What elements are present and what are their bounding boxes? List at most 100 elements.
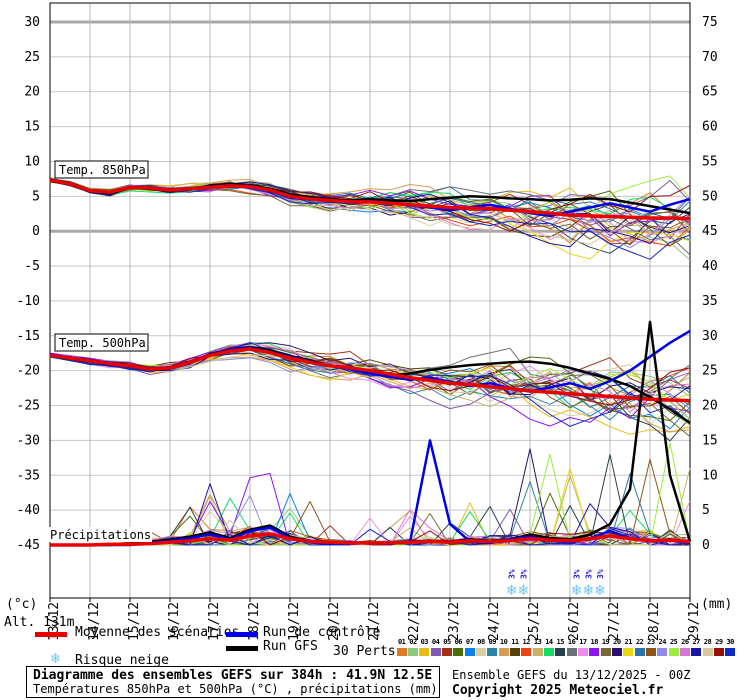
date-label: 15/12 xyxy=(127,602,142,641)
pert-number: 19 xyxy=(601,638,610,646)
snowflake-icon: ❄ xyxy=(51,649,61,667)
pert-legend-item: 07 xyxy=(464,638,475,656)
pert-color-swatch xyxy=(487,648,498,656)
left-tick-label: -40 xyxy=(17,503,40,518)
pert-color-swatch xyxy=(521,648,532,656)
copyright: Copyright 2025 Meteociel.fr xyxy=(452,683,664,698)
pert-number: 13 xyxy=(533,638,542,646)
pert-legend-item: 06 xyxy=(453,638,464,656)
perturbation-legend-row: 01 02 03 04 05 06 07 08 09 10 11 12 13 14 15 16 17 18 19 20… xyxy=(396,638,736,656)
run-info: Ensemble GEFS du 13/12/2025 - 00Z xyxy=(452,668,691,682)
pert-number: 14 xyxy=(545,638,553,646)
snowflake-marker-icon: ❄ xyxy=(582,583,594,599)
date-label: 25/12 xyxy=(527,602,542,641)
snow-risk-pct-label: 3% xyxy=(584,569,593,579)
snowflake-marker-icon: ❄ xyxy=(517,583,529,599)
pert-legend-item: 21 xyxy=(623,638,634,656)
pert-number: 24 xyxy=(658,638,666,646)
pert-color-swatch xyxy=(623,648,634,656)
left-tick-label: 0 xyxy=(32,224,40,239)
pert-color-swatch xyxy=(509,648,520,656)
left-tick-label: -25 xyxy=(17,399,40,414)
left-tick-label: -10 xyxy=(17,294,40,309)
mean-line-temp850 xyxy=(49,178,691,221)
pert-legend-item: 09 xyxy=(487,638,498,656)
pert-legend-item: 30 xyxy=(725,638,736,656)
pert-number: 05 xyxy=(443,638,451,646)
mean-line-swatch xyxy=(35,632,67,637)
pert-color-swatch xyxy=(657,648,668,656)
panel-label-box xyxy=(54,333,149,352)
pert-color-swatch xyxy=(555,648,566,656)
left-tick-label: -30 xyxy=(17,433,40,448)
right-tick-label: 35 xyxy=(702,294,718,309)
pert-legend-item: 15 xyxy=(555,638,566,656)
pert-number: 15 xyxy=(556,638,565,646)
pert-legend-item: 28 xyxy=(702,638,713,656)
date-label: 29/12 xyxy=(687,602,702,641)
pert-legend-item: 03 xyxy=(419,638,430,656)
left-axis-unit: (°c) xyxy=(6,597,38,612)
pert-legend-item: 05 xyxy=(441,638,452,656)
left-tick-label: 30 xyxy=(24,15,40,30)
left-tick-label: -5 xyxy=(24,259,40,274)
pert-color-swatch xyxy=(645,648,656,656)
pert-legend-item: 24 xyxy=(657,638,668,656)
right-tick-label: 5 xyxy=(702,503,710,518)
pert-color-swatch xyxy=(453,648,464,656)
pert-number: 20 xyxy=(613,638,621,646)
pert-legend-item: 23 xyxy=(645,638,656,656)
pert-number: 23 xyxy=(647,638,655,646)
date-label: 23/12 xyxy=(447,602,462,641)
right-tick-label: 20 xyxy=(702,399,718,414)
right-tick-label: 60 xyxy=(702,120,718,135)
pert-number: 16 xyxy=(567,638,576,646)
left-tick-label: 10 xyxy=(24,154,40,169)
pert-legend-item: 14 xyxy=(543,638,554,656)
snow-risk-pct-label: 3% xyxy=(596,569,605,579)
right-tick-label: 0 xyxy=(702,538,710,553)
pert-legend-item: 17 xyxy=(577,638,588,656)
member-line-temp500 xyxy=(49,350,691,402)
pert-legend-item: 20 xyxy=(611,638,622,656)
right-tick-label: 55 xyxy=(702,154,718,169)
pert-color-swatch xyxy=(475,648,486,656)
date-label: 19/12 xyxy=(287,602,302,641)
pert-color-swatch xyxy=(634,648,645,656)
pert-number: 03 xyxy=(420,638,429,646)
plot-border xyxy=(49,2,691,599)
panel-label-temp500: Temp. 500hPa xyxy=(59,336,146,350)
pert-color-swatch xyxy=(430,648,441,656)
right-tick-label: 40 xyxy=(702,259,718,274)
pert-legend-item: 16 xyxy=(566,638,577,656)
date-label: 18/12 xyxy=(247,602,262,641)
member-line-temp500 xyxy=(49,354,691,427)
snowflake-marker-icon: ❄ xyxy=(571,583,583,599)
right-tick-label: 25 xyxy=(702,364,718,379)
pert-color-swatch xyxy=(702,648,713,656)
left-tick-label: -35 xyxy=(17,468,40,483)
pert-color-swatch xyxy=(396,648,407,656)
pert-legend-item: 12 xyxy=(521,638,532,656)
pert-color-swatch xyxy=(600,648,611,656)
snowflake-marker-icon: ❄ xyxy=(506,583,518,599)
panel-label-box xyxy=(54,160,149,179)
pert-number: 10 xyxy=(499,638,508,646)
left-tick-label: 5 xyxy=(32,189,40,204)
pert-number: 18 xyxy=(590,638,599,646)
date-label: 28/12 xyxy=(647,602,662,641)
pert-color-swatch xyxy=(668,648,679,656)
pert-color-swatch xyxy=(543,648,554,656)
mean-line-precip xyxy=(50,532,691,547)
pert-legend-item: 11 xyxy=(509,638,520,656)
right-tick-label: 45 xyxy=(702,224,718,239)
chart-subtitle: Températures 850hPa et 500hPa (°C) , pré… xyxy=(33,682,438,696)
pert-legend-item: 02 xyxy=(407,638,418,656)
altitude-label: Alt. 131m xyxy=(4,615,75,630)
pert-number: 07 xyxy=(465,638,474,646)
left-tick-label: 25 xyxy=(24,50,40,65)
left-tick-label: -15 xyxy=(17,329,40,344)
pert-color-swatch xyxy=(407,648,418,656)
date-label: 27/12 xyxy=(607,602,622,641)
